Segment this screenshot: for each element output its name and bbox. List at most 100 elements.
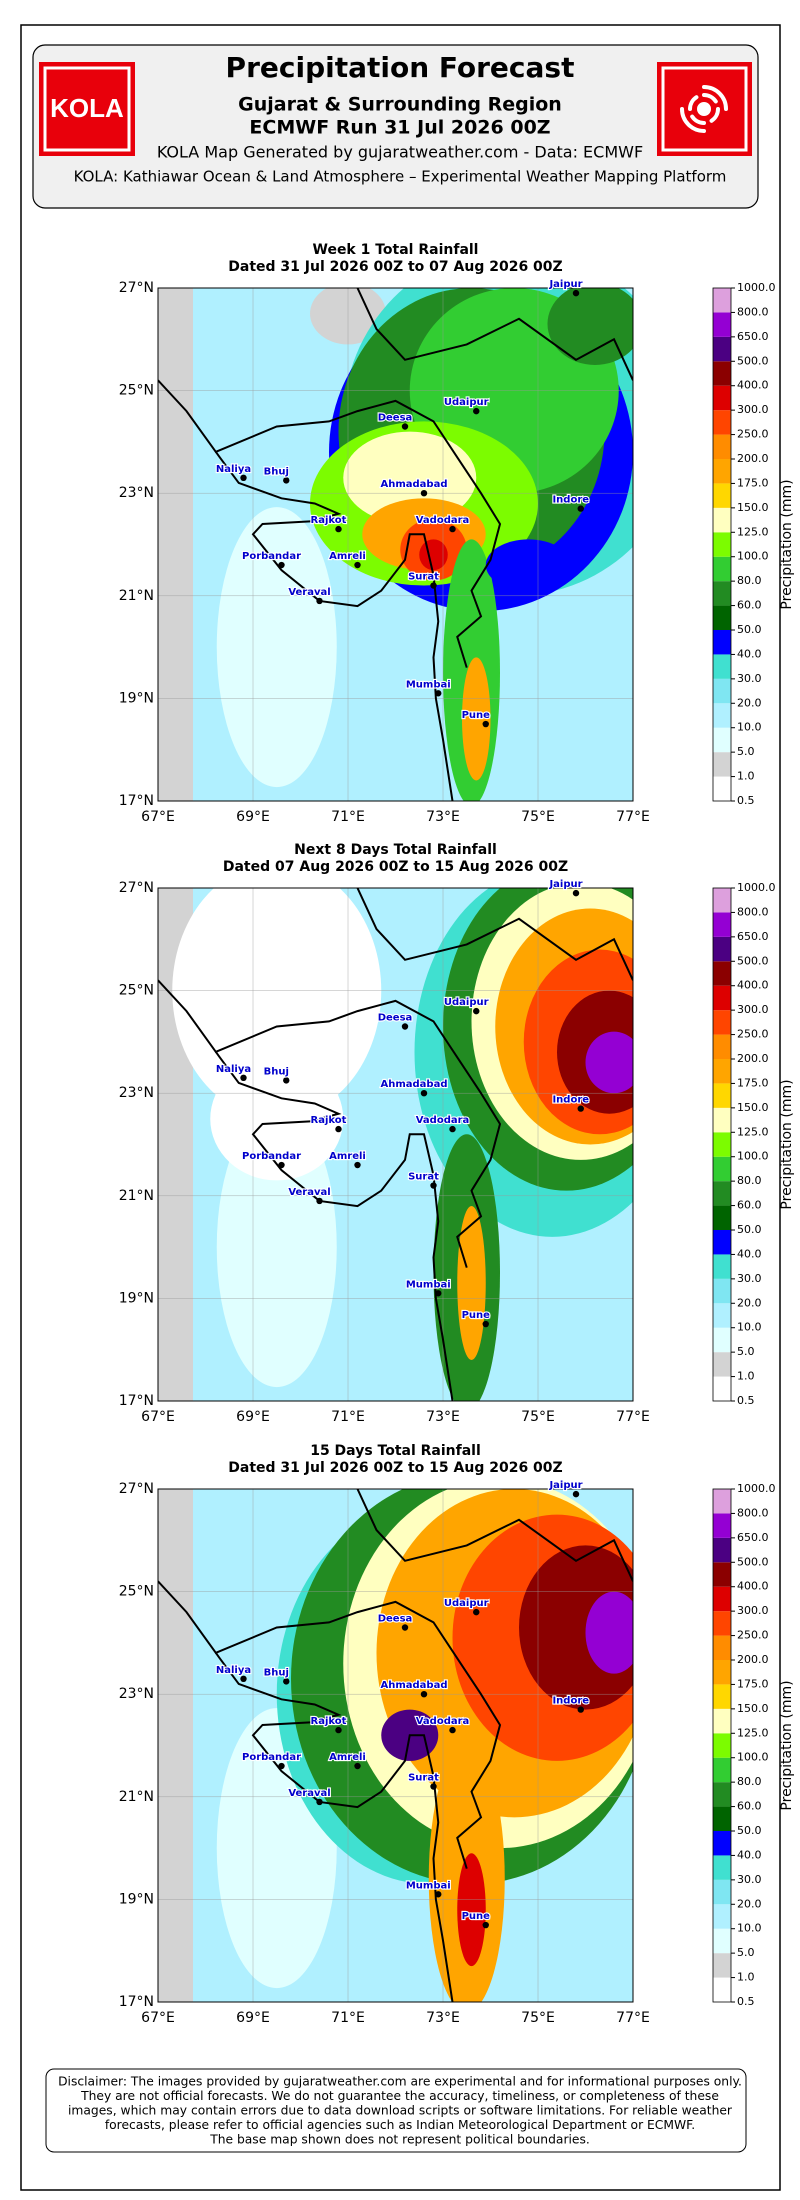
logo-right-frame [661, 66, 748, 152]
colorbar-segment [713, 1059, 731, 1084]
lon-label: 77°E [616, 809, 650, 825]
city-dot [316, 1197, 323, 1205]
boundary [214, 999, 502, 1268]
colorbar-tick-label: 150.0 [737, 501, 769, 514]
header-box [32, 44, 759, 209]
colorbar-tick-label: 400.0 [737, 379, 769, 392]
colorbar-tick-label: 0.5 [737, 794, 755, 807]
city-dot [482, 1320, 489, 1328]
colorbar-tick-label: 500.0 [737, 954, 769, 967]
map-title: Week 1 Total Rainfall [313, 242, 479, 258]
boundary [214, 1600, 502, 1869]
city-label: Udaipur [444, 997, 489, 1008]
city-label: Porbandar [242, 1151, 301, 1162]
disclaimer-line: Disclaimer: The images provided by gujar… [58, 2075, 742, 2089]
city-label: Vadodara [416, 515, 470, 526]
colorbar-segment [713, 1254, 731, 1279]
map-title: 15 Days Total Rainfall [310, 1443, 481, 1459]
city-dot [401, 1624, 409, 1631]
colorbar-segment [713, 654, 731, 679]
colorbar-tick-label: 50.0 [737, 1824, 762, 1837]
colorbar-tick-label: 20.0 [737, 1296, 762, 1309]
colorbar-tick-label: 150.0 [737, 1101, 769, 1114]
colorbar-segment [713, 507, 731, 533]
colorbar-segment [713, 1376, 731, 1401]
colorbar-tick-label: 60.0 [737, 1800, 762, 1813]
colorbar-tick-label: 100.0 [737, 550, 769, 563]
city-dot [435, 1891, 442, 1898]
map-frame [157, 287, 634, 802]
city-label: Naliya [216, 1665, 251, 1676]
colorbar-segment [713, 1684, 731, 1709]
logo-left [39, 62, 135, 156]
city-label: Udaipur [444, 1598, 489, 1609]
city-dot [401, 1023, 409, 1030]
lat-label: 21°N [119, 1789, 154, 1805]
city-dot [449, 525, 456, 533]
colorbar-tick-label: 125.0 [737, 1726, 769, 1739]
colorbar-segment [713, 1537, 731, 1563]
colorbar-tick-label: 400.0 [737, 979, 769, 992]
lat-label: 19°N [119, 690, 154, 706]
sea-near [216, 507, 337, 788]
map-field [158, 1489, 633, 2002]
map-frame [157, 887, 634, 1402]
colorbar-tick-label: 300.0 [737, 403, 769, 416]
city-dot [430, 582, 437, 589]
colorbar-tick-label: 20.0 [737, 696, 762, 709]
city-label: Mumbai [406, 679, 451, 690]
city-dot [435, 690, 442, 697]
city-dot [572, 1490, 580, 1498]
colorbar-segment [713, 1181, 731, 1206]
lat-label: 21°N [119, 1188, 154, 1204]
colorbar-segment [713, 1327, 731, 1353]
city-dot [335, 1125, 342, 1133]
sea-west [158, 288, 193, 801]
colorbar-segment [713, 605, 731, 630]
colorbar-tick-label: 800.0 [737, 305, 769, 318]
city-dot [473, 407, 480, 415]
map-field [158, 288, 633, 801]
colorbar-segment [713, 1733, 731, 1758]
city-label: Ahmadabad [381, 479, 448, 490]
lat-label: 21°N [119, 588, 154, 604]
colorbar-segment [713, 581, 731, 606]
lon-label: 67°E [141, 1409, 175, 1425]
city-dot [278, 561, 285, 569]
boundary [214, 399, 502, 668]
city-label: Vadodara [416, 1115, 470, 1126]
colorbar-segment [713, 888, 731, 913]
colorbar-tick-label: 200.0 [737, 1052, 769, 1065]
page-border [20, 24, 781, 2191]
lat-label: 25°N [119, 983, 154, 999]
city-dot [430, 1783, 437, 1790]
lat-label: 19°N [119, 1891, 154, 1907]
colorbar-segment [713, 434, 731, 459]
city-label: Bhuj [264, 1667, 289, 1678]
lat-label: 25°N [119, 383, 154, 399]
colorbar-segment [713, 1928, 731, 1954]
colorbar-segment [713, 1977, 731, 2002]
colorbar-tick-label: 50.0 [737, 1223, 762, 1236]
lon-label: 67°E [141, 809, 175, 825]
rain-area [547, 288, 633, 365]
city-dot [354, 561, 361, 569]
colorbar-segment [713, 912, 731, 937]
lat-label: 19°N [119, 1290, 154, 1306]
rain-area [462, 657, 491, 781]
city-label: Amreli [329, 1151, 366, 1162]
colorbar-segment [713, 1107, 731, 1133]
colorbar-tick-label: 10.0 [737, 1922, 762, 1935]
colorbar-segment [713, 288, 731, 313]
colorbar-tick-label: 1000.0 [737, 1482, 776, 1495]
city-label: Jaipur [548, 879, 582, 890]
city-dot [283, 477, 290, 484]
colorbar-tick-label: 650.0 [737, 1531, 769, 1544]
lon-label: 69°E [236, 2010, 270, 2026]
colorbar-tick-label: 200.0 [737, 1653, 769, 1666]
city-dot [278, 1762, 285, 1770]
city-dot [240, 1074, 247, 1082]
boundary [356, 1489, 633, 1582]
